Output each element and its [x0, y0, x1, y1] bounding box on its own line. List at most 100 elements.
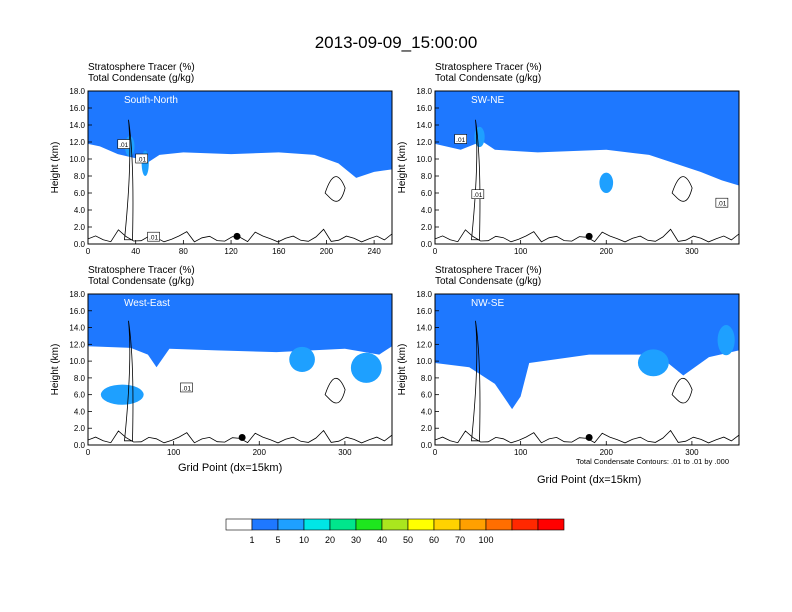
panel3-title-2: Total Condensate (g/kg)	[88, 276, 195, 287]
contour-label-box	[147, 231, 160, 242]
colorbar-label: 20	[325, 535, 335, 545]
contour-note: Total Condensate Contours: .01 to .01 by…	[576, 457, 730, 466]
contour-label-box	[180, 382, 193, 393]
panel-label: SW-NE	[471, 95, 504, 106]
condensate-contour	[124, 119, 134, 241]
x-tick-label: 100	[514, 448, 528, 457]
contour-label-box	[135, 153, 148, 164]
y-tick-label: 0.0	[74, 240, 86, 249]
tracer-band-11	[88, 294, 392, 368]
colorbar-label: 10	[299, 535, 309, 545]
y-tick-label: 18.0	[69, 87, 85, 96]
y-tick-label: 0.0	[421, 441, 433, 450]
x-tick-label: 300	[685, 448, 699, 457]
y-tick-label: 18.0	[69, 290, 85, 299]
panel-3-field: .01	[88, 294, 392, 445]
condensate-contour	[324, 176, 346, 202]
contour-label: .01	[473, 192, 482, 199]
plot-frame	[87, 293, 393, 446]
panel3-title-1: Stratosphere Tracer (%)	[88, 265, 195, 276]
tracer-patch	[289, 346, 315, 373]
tracer-patch	[717, 325, 735, 356]
y-tick-label: 4.0	[421, 206, 433, 215]
contour-label: .01	[182, 385, 191, 392]
contour-label: .01	[149, 235, 158, 242]
x-tick-label: 0	[433, 247, 438, 256]
contour-label: .01	[119, 142, 128, 149]
x-tick-label: 240	[367, 247, 381, 256]
y-axis-title: Height (km)	[397, 142, 408, 194]
panel-2: .01 .01 .01 SW-NE 0.0 2.0 4.0 6.0 8.0 10.0 12.0 14.…	[397, 87, 740, 256]
y-tick-label: 6.0	[421, 189, 433, 198]
x-tick-label: 100	[167, 448, 181, 457]
y-axis-title: Height (km)	[50, 142, 61, 194]
colorbar-swatch	[225, 518, 253, 531]
contour-label-box	[117, 139, 131, 149]
tracer-patch	[599, 172, 614, 193]
y-tick-label: 18.0	[416, 87, 432, 96]
location-marker	[585, 433, 593, 441]
colorbar-swatch	[329, 518, 357, 531]
colorbar-swatch	[355, 518, 383, 531]
panel-4: NW-SE 0.0 2.0 4.0 6.0 8.0 10.0 12.0 14.0 16.0 18.0…	[397, 290, 740, 457]
colorbar-swatch	[381, 518, 409, 531]
panel-3: .01 West-East 0.0 2.0 4.0 6.0 8.0 10.0 12.0 14.0 1…	[50, 290, 393, 457]
panel3-x-axis-label: Grid Point (dx=15km)	[178, 462, 283, 474]
colorbar-swatch	[303, 518, 331, 531]
x-tick-label: 200	[600, 448, 614, 457]
y-tick-label: 8.0	[74, 374, 86, 383]
x-tick-label: 0	[86, 247, 91, 256]
colorbar-swatch	[251, 518, 279, 531]
y-tick-label: 6.0	[421, 391, 433, 400]
x-tick-label: 80	[179, 247, 188, 256]
colorbar-label: 40	[377, 535, 387, 545]
colorbar: 1 5 10 20 30 40 50 60 70 100	[225, 518, 565, 545]
location-marker	[233, 232, 241, 240]
tracer-band-11	[88, 91, 392, 178]
x-tick-label: 300	[338, 448, 352, 457]
contour-label: .01	[717, 201, 726, 208]
x-tick-label: 120	[224, 247, 238, 256]
panel-label: West-East	[124, 298, 170, 309]
y-tick-label: 6.0	[74, 391, 86, 400]
y-tick-label: 16.0	[69, 307, 85, 316]
panel4-x-axis-label: Grid Point (dx=15km)	[537, 474, 642, 486]
x-tick-label: 160	[272, 247, 286, 256]
y-tick-label: 0.0	[421, 240, 433, 249]
y-tick-label: 10.0	[69, 155, 85, 164]
colorbar-swatch	[407, 518, 435, 531]
plot-frame	[434, 293, 740, 446]
contour-label: .01	[137, 157, 146, 164]
y-tick-label: 0.0	[74, 441, 86, 450]
y-tick-label: 16.0	[416, 104, 432, 113]
condensate-contour	[671, 176, 693, 202]
y-tick-label: 18.0	[416, 290, 432, 299]
y-tick-label: 12.0	[416, 340, 432, 349]
contour-label-box	[454, 134, 467, 144]
colorbar-label: 100	[478, 535, 493, 545]
colorbar-label: 5	[275, 535, 280, 545]
y-tick-label: 12.0	[69, 340, 85, 349]
y-tick-label: 14.0	[69, 121, 85, 130]
y-tick-label: 10.0	[416, 155, 432, 164]
x-tick-label: 0	[86, 448, 91, 457]
x-tick-label: 200	[320, 247, 334, 256]
y-axis-title: Height (km)	[50, 344, 61, 396]
condensate-contour	[671, 378, 693, 404]
x-tick-label: 200	[600, 247, 614, 256]
x-tick-label: 0	[433, 448, 438, 457]
panel4-title-2: Total Condensate (g/kg)	[435, 276, 542, 287]
panel1-title-2: Total Condensate (g/kg)	[88, 73, 195, 84]
colorbar-swatch	[485, 518, 513, 531]
contour-label: .01	[456, 137, 465, 144]
y-tick-label: 14.0	[416, 121, 432, 130]
tracer-band-11	[435, 294, 739, 410]
condensate-contour	[471, 320, 481, 442]
plot-frame	[434, 90, 740, 245]
tracer-patch	[350, 352, 382, 383]
location-marker	[238, 433, 246, 441]
tracer-patch	[637, 349, 669, 377]
panel-label: NW-SE	[471, 298, 504, 309]
colorbar-label: 1	[249, 535, 254, 545]
